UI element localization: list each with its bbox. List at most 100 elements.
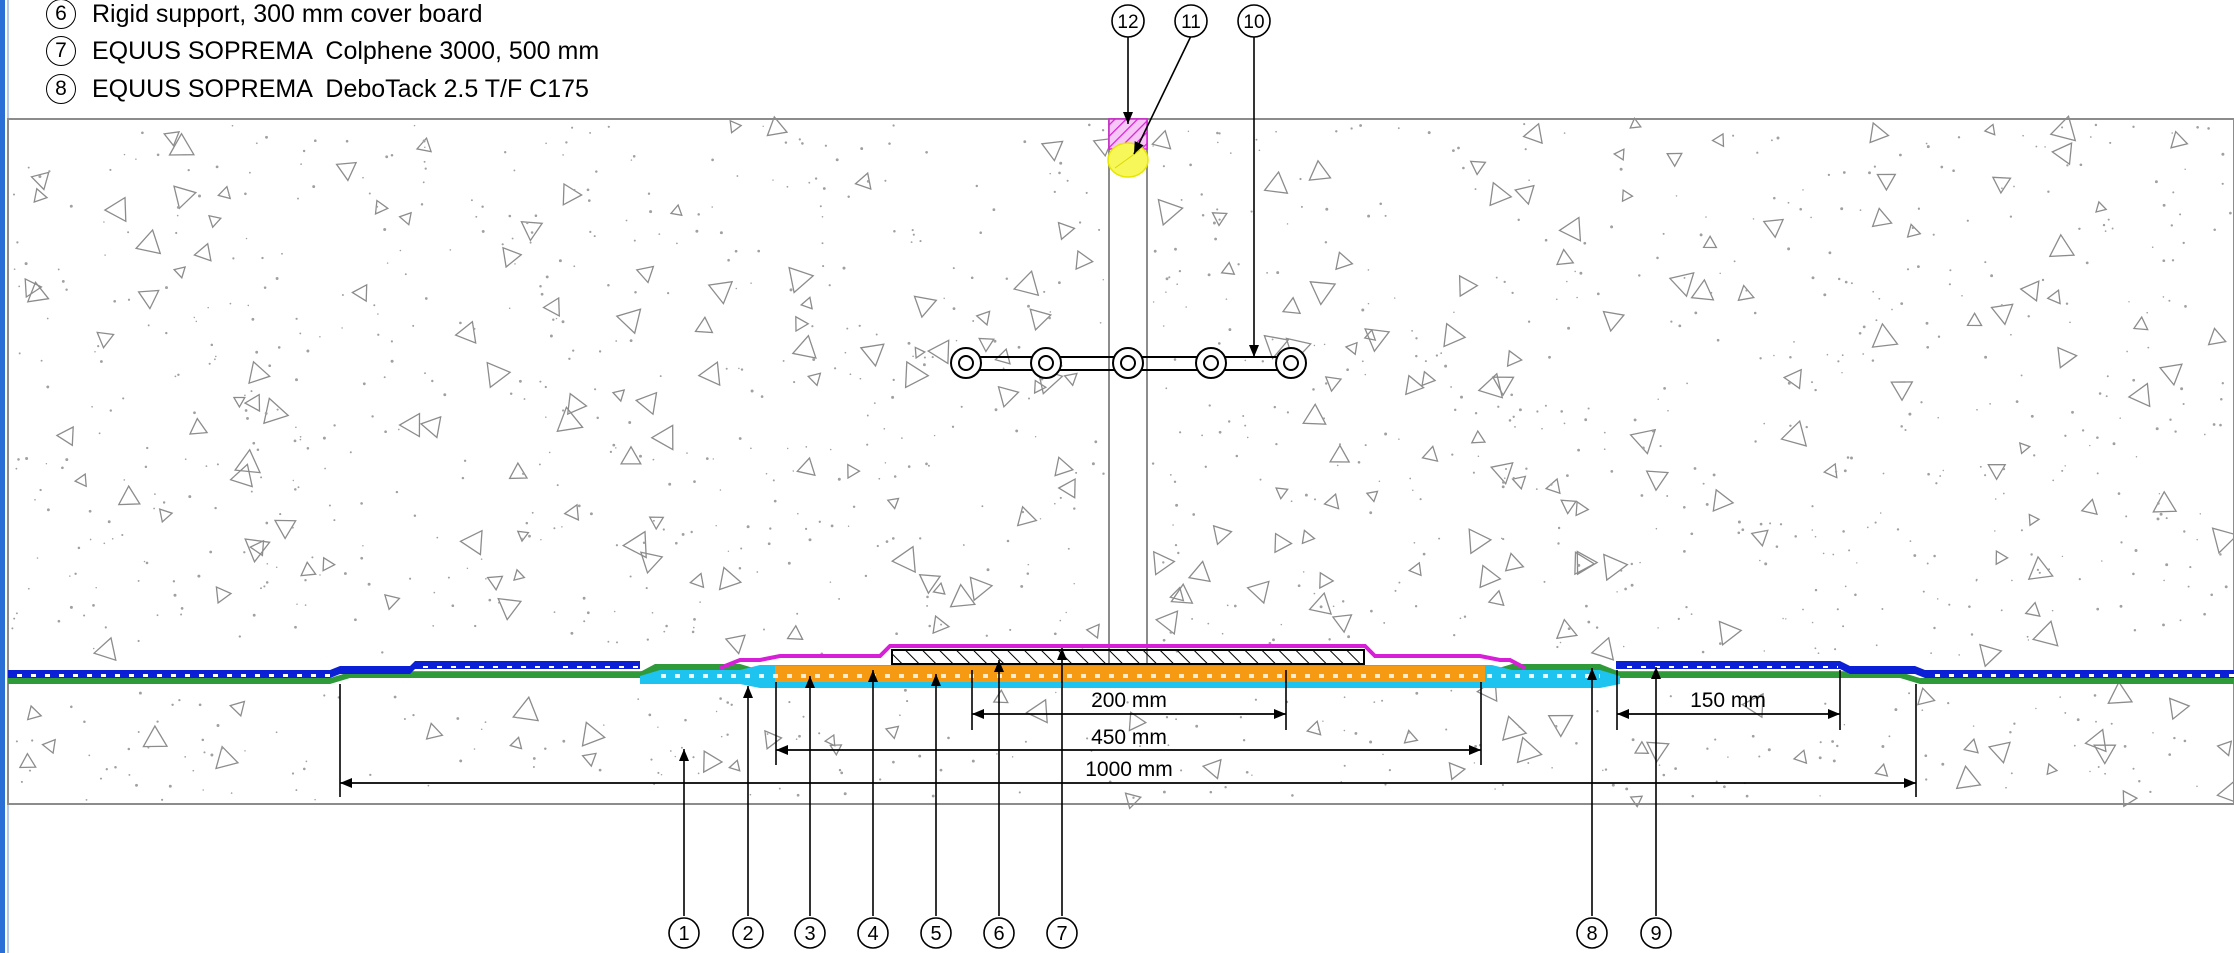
aggregate-dot bbox=[61, 466, 64, 470]
aggregate-stone bbox=[718, 566, 743, 591]
aggregate-dot bbox=[2189, 566, 2192, 569]
aggregate-dot bbox=[138, 691, 142, 695]
aggregate-dot bbox=[1841, 354, 1844, 357]
aggregate-dot bbox=[2133, 629, 2137, 632]
aggregate-stone bbox=[24, 277, 43, 299]
aggregate-dot bbox=[69, 605, 73, 609]
aggregate-dot bbox=[712, 458, 714, 460]
aggregate-dot bbox=[1710, 291, 1713, 294]
aggregate-stone bbox=[1780, 419, 1808, 447]
aggregate-dot bbox=[1002, 367, 1005, 370]
aggregate-dot bbox=[975, 184, 979, 188]
aggregate-dot bbox=[304, 579, 307, 582]
aggregate-stone bbox=[511, 695, 540, 722]
aggregate-dot bbox=[1968, 605, 1971, 608]
aggregate-dot bbox=[993, 339, 997, 343]
callout-9-circle bbox=[1640, 917, 1672, 949]
aggregate-dot bbox=[275, 566, 278, 568]
aggregate-stone bbox=[562, 182, 583, 206]
aggregate-dot bbox=[511, 237, 514, 240]
aggregate-dot bbox=[1842, 530, 1845, 533]
aggregate-dot bbox=[637, 698, 640, 700]
aggregate-dot bbox=[1398, 438, 1400, 440]
aggregate-dot bbox=[1151, 702, 1154, 705]
aggregate-dot bbox=[1603, 431, 1606, 434]
aggregate-dot bbox=[603, 724, 605, 726]
aggregate-dot bbox=[1367, 214, 1371, 218]
aggregate-dot bbox=[1192, 513, 1196, 516]
aggregate-dot bbox=[1927, 472, 1930, 476]
aggregate-dot bbox=[1254, 698, 1257, 701]
aggregate-stone bbox=[556, 406, 584, 433]
aggregate-dot bbox=[1675, 195, 1678, 197]
aggregate-dot bbox=[629, 575, 632, 578]
aggregate-stone bbox=[1906, 223, 1922, 238]
aggregate-dot bbox=[480, 558, 483, 560]
aggregate-dot bbox=[892, 378, 895, 382]
aggregate-stone bbox=[1511, 475, 1527, 491]
aggregate-dot bbox=[1415, 354, 1418, 358]
aggregate-dot bbox=[2149, 790, 2152, 794]
aggregate-dot bbox=[127, 298, 131, 301]
aggregate-dot bbox=[424, 372, 426, 375]
aggregate-dot bbox=[107, 520, 111, 524]
aggregate-stone bbox=[542, 296, 560, 318]
aggregate-dot bbox=[251, 317, 255, 321]
callout-12-circle bbox=[1111, 4, 1145, 38]
aggregate-dot bbox=[1424, 360, 1427, 363]
aggregate-dot bbox=[1836, 608, 1839, 611]
aggregate-dot bbox=[895, 632, 898, 636]
aggregate-dot bbox=[1058, 281, 1061, 285]
aggregate-dot bbox=[255, 350, 259, 354]
aggregate-dot bbox=[1802, 189, 1804, 191]
aggregate-dot bbox=[386, 262, 389, 264]
aggregate-dot bbox=[1789, 355, 1792, 359]
aggregate-dot bbox=[1494, 788, 1496, 790]
aggregate-dot bbox=[2221, 182, 2224, 185]
aggregate-dot bbox=[2035, 145, 2038, 148]
aggregate-dot bbox=[838, 768, 842, 772]
aggregate-stone bbox=[2095, 200, 2108, 213]
aggregate-dot bbox=[509, 392, 513, 395]
aggregate-dot bbox=[1501, 485, 1505, 489]
aggregate-dot bbox=[2183, 739, 2187, 743]
callout-10-circle bbox=[1237, 4, 1271, 38]
aggregate-dot bbox=[1832, 759, 1836, 763]
bottom-callouts: 1 2 3 4 5 6 7 8 9 bbox=[668, 917, 1672, 949]
aggregate-dot bbox=[1603, 448, 1606, 451]
aggregate-dot bbox=[238, 635, 241, 638]
aggregate-dot bbox=[383, 376, 386, 379]
aggregate-dot bbox=[1178, 269, 1182, 273]
aggregate-dot bbox=[2117, 492, 2121, 495]
aggregate-dot bbox=[1663, 387, 1666, 390]
aggregate-stone bbox=[1033, 379, 1048, 395]
aggregate-stone bbox=[1762, 218, 1785, 239]
aggregate-dot bbox=[2174, 430, 2177, 433]
aggregate-stone bbox=[1063, 372, 1078, 387]
aggregate-dot bbox=[762, 125, 764, 128]
aggregate-dot bbox=[2162, 296, 2165, 298]
aggregate-dot bbox=[1947, 701, 1950, 705]
aggregate-dot bbox=[299, 438, 302, 441]
aggregate-stone bbox=[1612, 148, 1625, 162]
aggregate-dot bbox=[628, 421, 632, 424]
legend-item-8: 8 EQUUS SOPREMA DeboTack 2.5 T/F C175 bbox=[46, 72, 589, 106]
aggregate-dot bbox=[1379, 202, 1382, 206]
aggregate-dot bbox=[1705, 216, 1707, 218]
aggregate-stone bbox=[1263, 334, 1290, 360]
aggregate-stone bbox=[1629, 795, 1644, 808]
aggregate-dot bbox=[1312, 388, 1315, 391]
aggregate-dot bbox=[295, 317, 298, 320]
aggregate-stone bbox=[1876, 173, 1897, 192]
aggregate-dot bbox=[15, 467, 18, 470]
aggregate-stone bbox=[1987, 463, 2007, 481]
aggregate-dot bbox=[814, 177, 818, 180]
aggregate-dot bbox=[787, 561, 791, 565]
aggregate-dot bbox=[1325, 207, 1329, 211]
aggregate-dot bbox=[2220, 398, 2223, 401]
aggregate-stone bbox=[1590, 636, 1615, 661]
callout-4-label: 4 bbox=[867, 923, 878, 945]
aggregate-dot bbox=[1879, 512, 1882, 514]
aggregate-dot bbox=[1235, 454, 1239, 458]
aggregate-dot bbox=[727, 550, 730, 553]
